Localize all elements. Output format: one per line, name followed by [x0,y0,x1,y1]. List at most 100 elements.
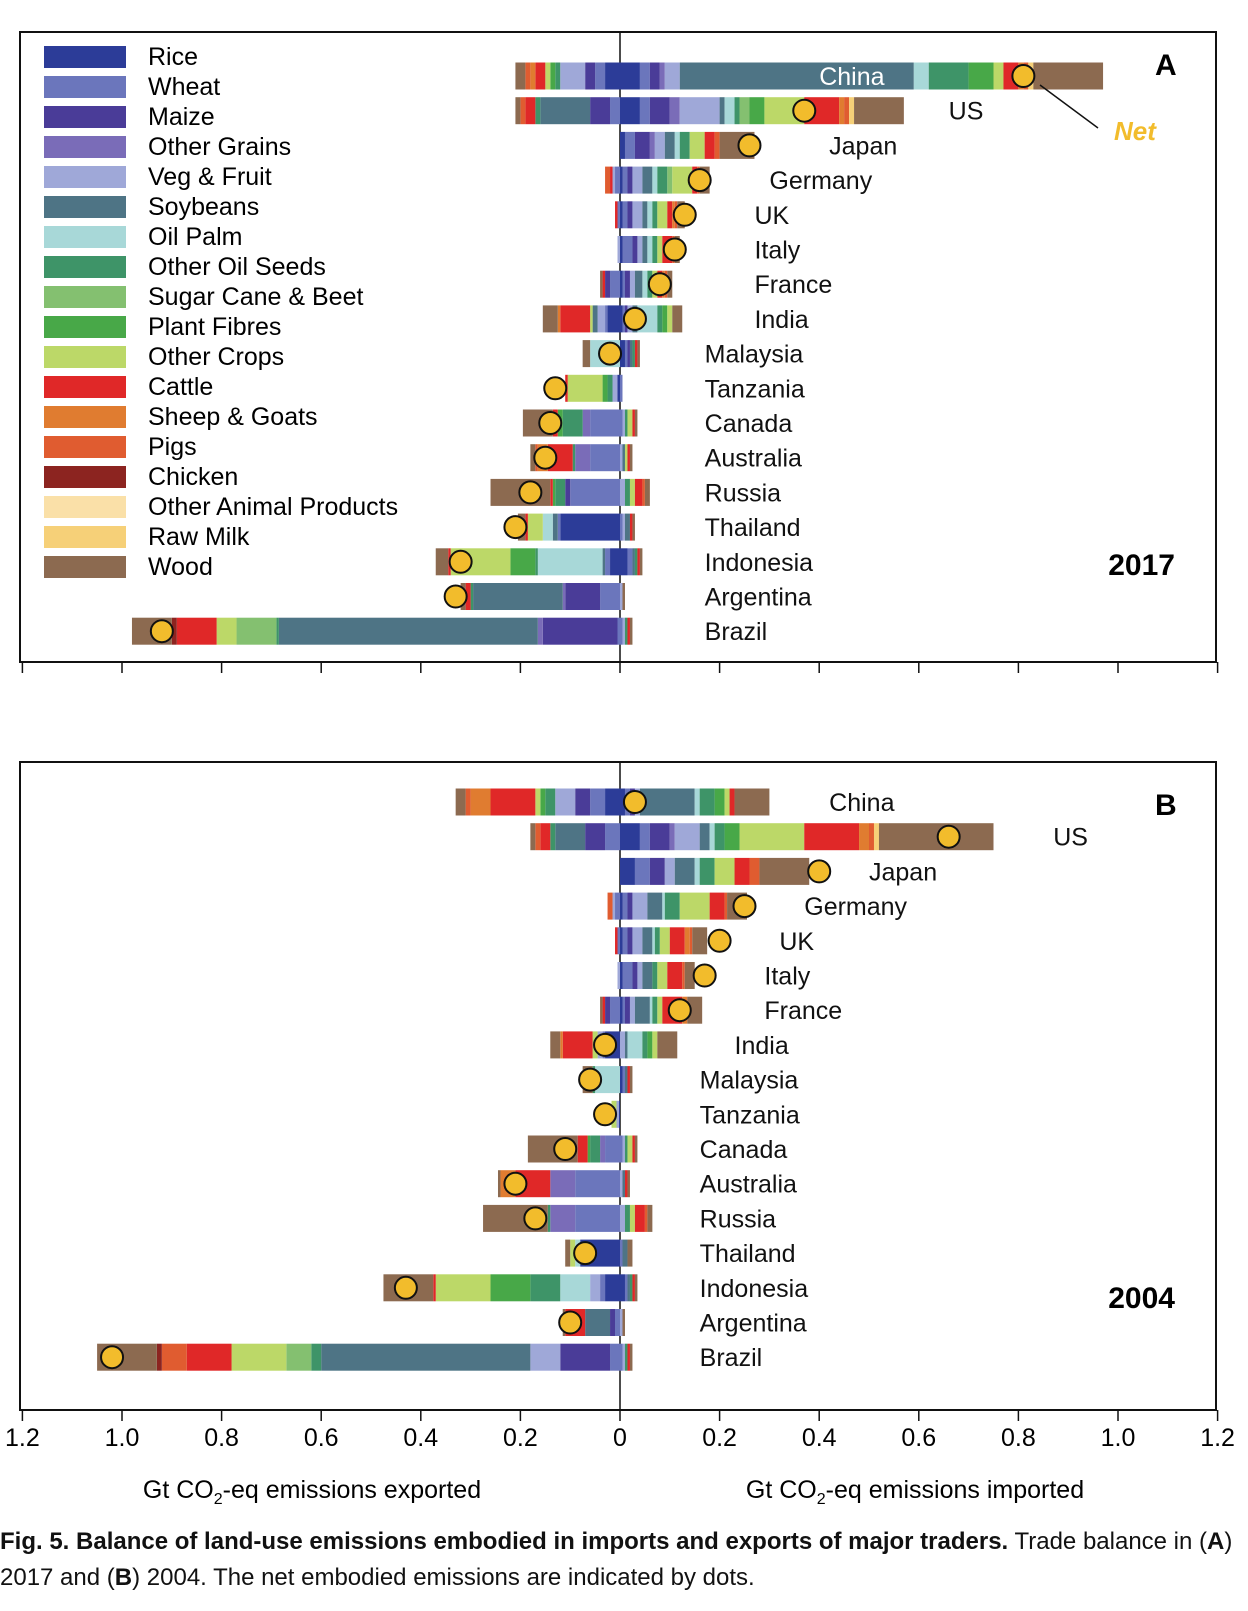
bar-indonesia-export-wheat [600,1274,606,1302]
bar-brazil-export-maize [560,1343,611,1371]
bar-us-import-wood [878,823,994,851]
bar-uk-import-soybeans [642,201,648,229]
bar-india-export-wood [542,305,558,333]
bar-tanzania-export-other-oil-seeds [607,374,613,402]
bar-russia-export-maize [565,478,571,506]
bar-italy-import-other-crops [657,236,663,263]
bar-italy-import-soybeans [642,962,653,989]
bar-china-import-other-grains [659,62,665,90]
bar-thailand-export-soybeans [552,513,558,541]
bar-uk-import-maize [627,201,633,229]
bar-germany-import-maize [627,166,633,194]
bar-row-japan: Japan [620,857,937,886]
legend-label-raw-milk: Raw Milk [148,523,250,551]
bar-argentina-export-cattle [465,583,471,610]
country-label-indonesia: Indonesia [700,1275,809,1303]
bar-argentina-import-veg-and-fruit [620,1309,623,1336]
bar-tanzania-export-veg-and-fruit [616,1100,620,1128]
panel-b: B 2004 China US Japan Germany UK Italy France I… [19,761,1217,1411]
bar-us-import-other-grains [669,97,680,125]
bar-canada-export-other-grains [600,1135,606,1163]
bar-germany-import-pigs [724,892,728,920]
bar-argentina-export-wheat [615,1309,620,1336]
bar-japan-import-veg-and-fruit [654,131,665,159]
tick-label-2: 0.8 [204,1424,239,1452]
bar-germany-import-wheat [622,166,628,194]
bar-row-italy: Italy [617,236,801,265]
bar-china-export-other-oil-seeds [555,62,561,90]
bar-france-import-maize [624,996,630,1024]
bar-row-china: China [455,788,895,817]
bar-indonesia-export-oil-palm [537,548,603,576]
bar-indonesia-import-rice [620,1274,625,1302]
bar-indonesia-export-rice [605,1274,620,1302]
bar-china-import-cattle [729,788,735,816]
bar-canada-import-other-oil-seeds [624,1135,628,1163]
country-label-australia: Australia [705,445,802,473]
bar-us-import-rice [620,97,640,125]
x-axis-label-exported: Gt CO2-eq emissions exported [143,1476,481,1508]
bar-brazil-export-other-grains [537,617,543,645]
bar-us-import-soybeans [699,823,710,851]
bar-uk-import-soybeans [642,927,653,955]
bar-thailand-export-wood [565,1239,571,1267]
net-dot-uk [672,202,697,227]
bar-france-import-veg-and-fruit [629,270,635,298]
bar-india-export-rice [607,305,620,333]
net-dot-france [667,998,692,1023]
bar-russia-import-cattle [634,478,643,506]
country-label-australia: Australia [700,1171,797,1199]
bar-italy-import-rice [620,962,623,989]
bar-china-export-cattle [535,62,546,90]
bar-indonesia-export-cattle [433,1274,436,1302]
bar-canada-export-other-oil-seeds [590,1135,601,1163]
country-label-argentina: Argentina [705,584,812,612]
bar-row-india: India [550,1031,789,1060]
net-dot-tanzania [593,1102,618,1127]
bar-thailand-import-veg-and-fruit [622,513,625,541]
bar-russia-import-veg-and-fruit [620,1204,625,1232]
bar-china-import-wheat [639,62,650,90]
bar-row-argentina: Argentina [558,1309,807,1338]
bar-indonesia-import-other-oil-seeds [629,1274,633,1302]
bar-germany-import-wheat [622,892,628,920]
bar-russia-import-wood [644,478,650,506]
bar-japan-import-other-oil-seeds [679,131,690,159]
net-dot-tanzania [543,376,568,401]
bar-indonesia-import-wood [634,1274,638,1302]
bar-row-us: US [530,823,1088,852]
bar-uk-import-other-oil-seeds [652,201,658,229]
net-dot-germany [732,894,757,919]
bar-uk-import-rice [620,201,623,229]
caption-title: Fig. 5. Balance of land-use emissions em… [0,1528,1009,1555]
bar-germany-export-pigs [607,892,613,920]
bar-japan-import-wood [759,857,810,885]
bar-italy-export-veg-and-fruit [617,962,620,989]
bar-us-import-maize [649,97,670,125]
bar-germany-import-soybeans [647,892,663,920]
bar-indonesia-import-other-oil-seeds [634,548,638,576]
bar-brazil-import-cattle [627,617,630,645]
net-dot-japan [737,133,762,158]
bar-japan-import-other-crops [714,857,735,885]
bar-argentina-import-wood [622,583,625,610]
bar-tanzania-import-wheat [620,374,623,402]
legend-swatch-other-grains [44,136,126,158]
bar-brazil-import-veg-and-fruit [622,617,625,645]
bar-brazil-export-cattle [176,617,217,645]
bar-indonesia-export-other-oil-seeds [530,1274,561,1302]
bar-indonesia-export-other-oil-seeds [535,548,538,576]
bar-brazil-export-other-oil-seeds [311,1343,322,1371]
net-pointer-line [1039,84,1099,129]
bar-us-import-plant-fibres [749,97,765,125]
bar-indonesia-export-veg-and-fruit [590,1274,601,1302]
bar-italy-import-other-oil-seeds [652,962,658,989]
bar-france-export-cattle [602,996,606,1024]
bar-russia-export-other-grains [550,1204,576,1232]
legend-label-chicken: Chicken [148,463,238,491]
bar-germany-import-maize [627,892,633,920]
country-label-uk: UK [754,202,789,230]
bar-china-export-wheat [590,788,606,816]
